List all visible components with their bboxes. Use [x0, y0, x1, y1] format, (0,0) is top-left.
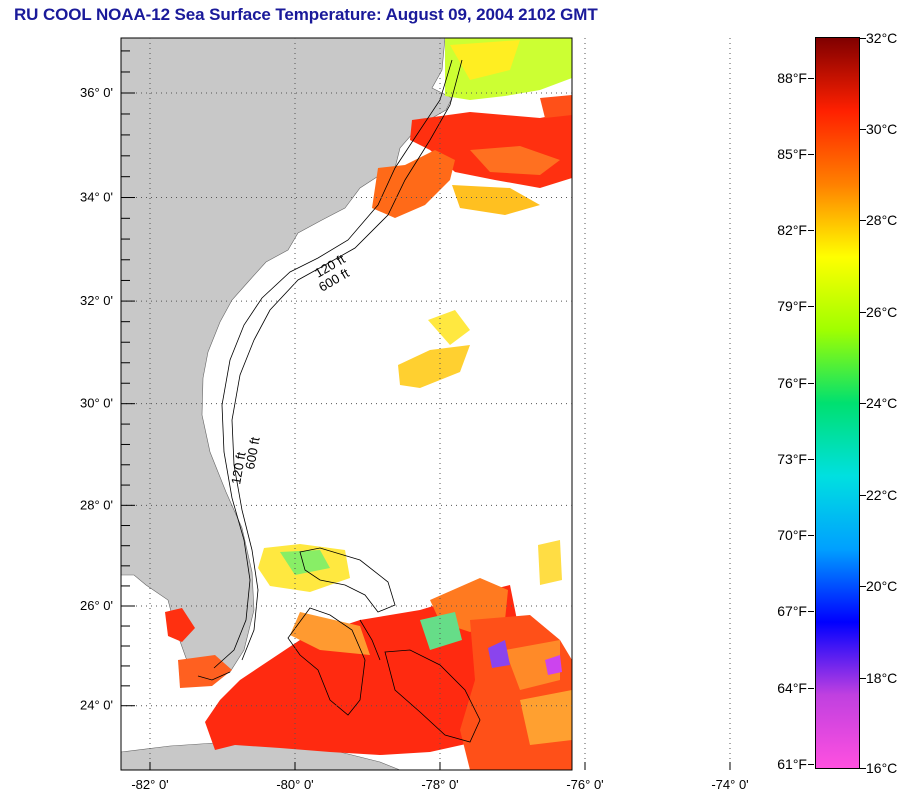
colorbar-c-label: 32°C — [866, 30, 898, 46]
lat-label: 30° 0' — [80, 396, 113, 411]
colorbar-f-tick — [808, 306, 814, 308]
colorbar-f-label: 70°F — [777, 527, 807, 544]
colorbar-c-label: 18°C — [866, 669, 898, 686]
colorbar-c-label: 30°C — [866, 120, 898, 137]
colorbar-f-tick — [808, 153, 814, 155]
colorbar-c-label: 20°C — [866, 578, 898, 594]
colorbar-f-tick — [808, 763, 814, 765]
colorbar-f-label: 76°F — [777, 374, 807, 391]
lon-label: -78° 0' — [421, 777, 458, 792]
lon-label: -82° 0' — [131, 777, 168, 792]
colorbar-f-label: 82°F — [777, 222, 807, 239]
lat-label: 32° 0' — [80, 293, 113, 308]
colorbar-c-label: 16°C — [866, 760, 898, 776]
colorbar-c-label: 22°C — [866, 486, 898, 503]
colorbar-f-tick — [808, 611, 814, 613]
colorbar-f-label: 67°F — [777, 603, 807, 620]
colorbar-c-tick — [860, 220, 866, 221]
colorbar-c-tick — [860, 38, 866, 39]
colorbar-f-tick — [808, 687, 814, 689]
sst-patches — [165, 38, 572, 770]
colorbar-c-label: 28°C — [866, 212, 898, 228]
colorbar-c-tick — [860, 311, 866, 313]
bahamas-outlines — [197, 547, 481, 743]
lon-label: -76° 0' — [566, 777, 603, 792]
colorbar-f-tick — [808, 77, 814, 79]
lon-label: -74° 0' — [711, 777, 748, 792]
lat-label: 28° 0' — [80, 497, 113, 512]
colorbar-f-tick — [808, 382, 814, 384]
colorbar-f-tick — [808, 230, 814, 232]
sst-colorbar — [815, 37, 860, 769]
lat-label: 34° 0' — [80, 190, 113, 205]
colorbar-f-label: 73°F — [777, 450, 807, 467]
lat-label: 26° 0' — [80, 598, 113, 613]
contour-label-4: 600 ft — [242, 436, 262, 471]
colorbar-c-tick — [860, 403, 866, 404]
page-title: RU COOL NOAA-12 Sea Surface Temperature:… — [14, 5, 598, 24]
colorbar-c-tick — [860, 494, 866, 496]
colorbar-c-tick — [860, 128, 866, 130]
lat-label: 36° 0' — [80, 85, 113, 100]
colorbar-c-tick — [860, 768, 866, 769]
lat-label: 24° 0' — [80, 698, 113, 713]
colorbar-c-tick — [860, 586, 866, 587]
colorbar-f-tick — [808, 458, 814, 460]
colorbar-f-label: 88°F — [777, 69, 807, 86]
depth-contours — [213, 59, 463, 669]
colorbar-f-label: 61°F — [777, 755, 807, 772]
contour-label-3: 120 ft — [228, 451, 248, 486]
lon-label: -80° 0' — [276, 777, 313, 792]
colorbar-c-label: 24°C — [866, 395, 898, 411]
colorbar-f-tick — [808, 535, 814, 537]
colorbar-f-label: 64°F — [777, 679, 807, 696]
colorbar-f-label: 85°F — [777, 145, 807, 162]
colorbar-f-label: 79°F — [777, 298, 807, 315]
colorbar-c-label: 26°C — [866, 303, 898, 320]
colorbar-c-tick — [860, 677, 866, 679]
